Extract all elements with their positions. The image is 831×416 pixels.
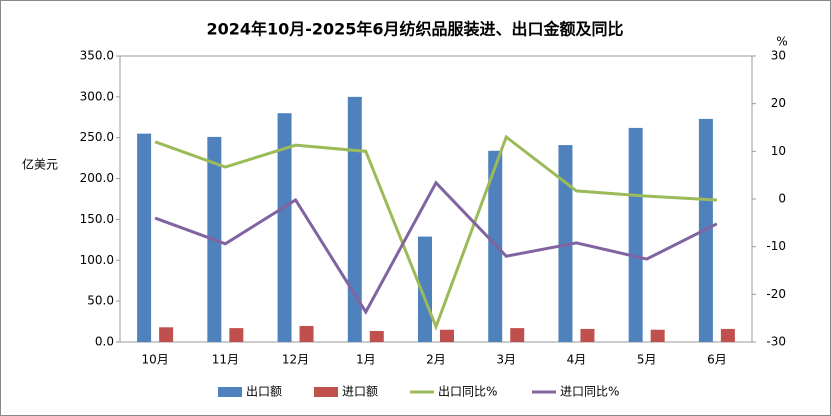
x-tick-label: 4月	[567, 353, 587, 367]
bar	[440, 329, 454, 342]
bar	[510, 328, 525, 342]
bar	[137, 133, 152, 342]
chart-title: 2024年10月-2025年6月纺织品服装进、出口金额及同比	[206, 20, 623, 39]
bar	[159, 327, 174, 342]
bar	[580, 328, 595, 342]
bar	[720, 328, 735, 342]
y-tick-label: 200.0	[80, 171, 114, 185]
x-tick-label: 2月	[426, 353, 446, 367]
y-axis-label: 亿美元	[22, 157, 58, 172]
bar	[369, 330, 384, 342]
bar	[650, 329, 665, 342]
x-tick-label: 6月	[707, 353, 727, 367]
bar	[418, 236, 432, 342]
x-tick-label: 1月	[356, 353, 376, 367]
y2-tick-label: 30	[771, 49, 786, 63]
y2-tick-label: 20	[771, 96, 786, 110]
x-tick-label: 11月	[212, 353, 239, 367]
y2-tick-label: 10	[771, 144, 786, 158]
legend-label: 进口额	[342, 385, 378, 399]
x-tick-label: 5月	[637, 353, 657, 367]
line-series	[154, 180, 718, 315]
y2-tick-label: -30	[766, 335, 786, 349]
y-tick-label: 300.0	[80, 89, 114, 103]
bar	[299, 325, 314, 342]
x-tick-label: 10月	[141, 353, 168, 367]
x-tick-label: 3月	[496, 353, 516, 367]
y2-tick-label: -20	[766, 287, 786, 301]
y-tick-label: 0.0	[95, 335, 114, 349]
legend-label: 进口同比%	[560, 385, 619, 399]
bar	[628, 127, 643, 342]
legend-label: 出口同比%	[438, 385, 497, 399]
y-tick-label: 150.0	[80, 212, 114, 226]
y2-tick-label: 0	[778, 192, 786, 206]
y-tick-label: 350.0	[80, 49, 114, 63]
legend-swatch	[314, 387, 338, 397]
legend-swatch	[218, 387, 242, 397]
y2-axis-label: %	[776, 35, 787, 49]
y-tick-label: 250.0	[80, 130, 114, 144]
x-tick-label: 12月	[282, 353, 309, 367]
y-tick-label: 50.0	[87, 294, 114, 308]
bar	[229, 328, 244, 342]
y-tick-label: 100.0	[80, 253, 114, 267]
bar	[347, 96, 362, 342]
y2-tick-label: -10	[766, 239, 786, 253]
legend-label: 出口额	[246, 385, 282, 399]
bar	[277, 113, 292, 342]
line-series	[154, 134, 717, 331]
